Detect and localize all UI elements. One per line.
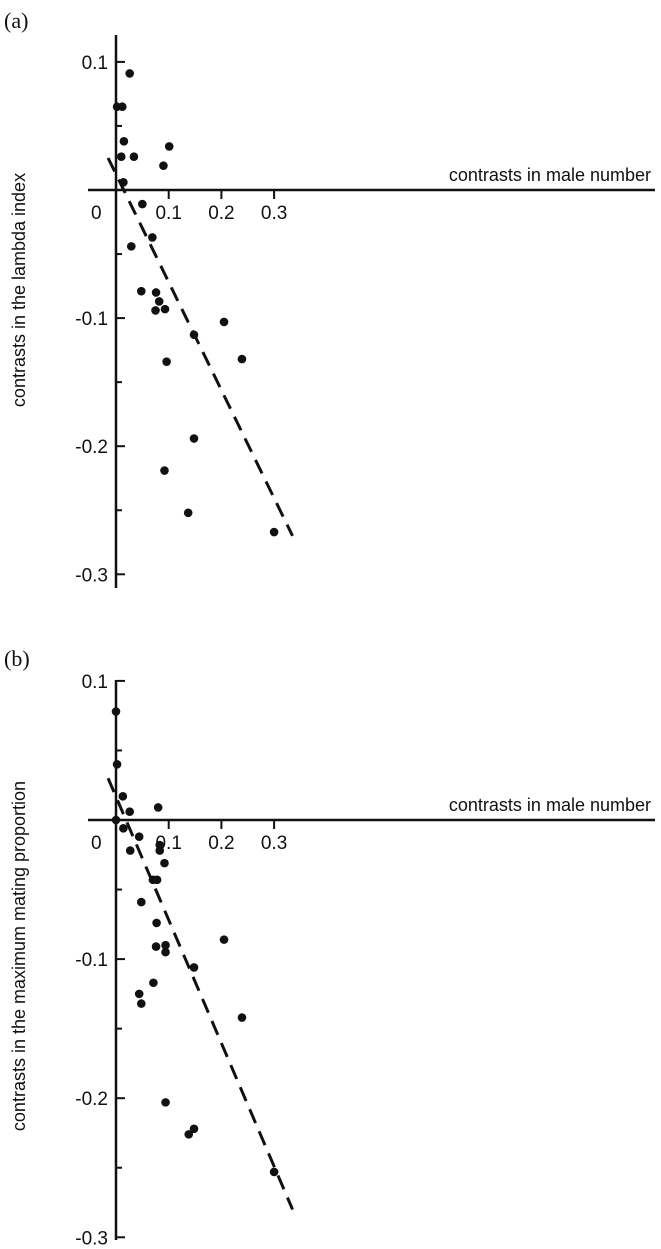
data-point (161, 947, 170, 957)
panel-a-ticks: 0.1 0.2 0.3 0.1 -0.1 -0.2 -0.3 (75, 53, 287, 586)
panel-b-label: (b) (4, 646, 30, 671)
x-tick-label: 0.2 (208, 833, 234, 854)
data-point (269, 527, 279, 537)
y-tick-label: -0.1 (75, 309, 108, 330)
data-point (154, 297, 164, 306)
data-point (136, 999, 146, 1008)
y-tick-label: -0.3 (75, 1228, 108, 1249)
data-point (183, 508, 193, 518)
data-point (129, 152, 139, 161)
data-point (237, 1013, 247, 1022)
data-point (161, 1098, 170, 1107)
data-point (164, 142, 174, 151)
data-point (151, 306, 160, 315)
data-point (119, 824, 128, 833)
data-point (189, 963, 199, 972)
data-point (111, 815, 121, 825)
panel-a-x-axis-title: contrasts in male number (449, 165, 651, 185)
data-point (189, 330, 199, 340)
panel-b-points (111, 707, 279, 1177)
panel-a: (a) 0 contrasts in male number contrasts… (4, 8, 655, 588)
x-tick-label: 0.3 (261, 833, 287, 854)
panel-b-origin-label: 0 (91, 833, 102, 854)
x-tick-label: 0.2 (208, 203, 234, 224)
data-point (189, 434, 199, 443)
panel-b-ticks: 0.1 0.2 0.30.1-0.1-0.2-0.3 (75, 672, 287, 1249)
data-point (219, 935, 229, 944)
data-point (153, 803, 163, 812)
data-point (160, 304, 170, 314)
data-point (116, 152, 126, 161)
data-point (148, 233, 157, 242)
y-tick-label: -0.2 (75, 1089, 108, 1110)
data-point (269, 1167, 279, 1177)
data-point (111, 707, 121, 716)
panel-a-y-axis-title: contrasts in the lambda index (9, 173, 29, 407)
data-point (125, 807, 135, 816)
y-tick-label: 0.1 (82, 672, 108, 693)
panel-a-origin-label: 0 (91, 203, 102, 224)
data-point (118, 792, 128, 801)
data-point (136, 286, 146, 296)
data-point (149, 978, 158, 988)
panel-b-y-axis-title: contrasts in the maximum mating proporti… (9, 781, 29, 1131)
y-tick-label: -0.1 (75, 950, 108, 971)
data-point (125, 69, 135, 78)
data-point (125, 846, 135, 855)
panel-a-points (112, 69, 279, 537)
data-point (138, 199, 147, 209)
data-point (112, 760, 122, 769)
x-tick-label: 0.1 (155, 203, 181, 224)
data-point (237, 354, 247, 364)
y-tick-label: 0.1 (82, 53, 108, 74)
y-tick-label: -0.3 (75, 565, 108, 586)
y-tick-label: -0.2 (75, 437, 108, 458)
panel-b: (b) 0 contrasts in male number contrasts… (4, 646, 655, 1249)
data-point (184, 1130, 194, 1139)
panel-b-trendline (106, 777, 294, 1211)
data-point (151, 288, 161, 297)
data-point (160, 858, 169, 868)
data-point (159, 161, 168, 170)
data-point (119, 178, 128, 187)
x-tick-label: 0.3 (261, 203, 287, 224)
data-point (152, 918, 161, 928)
data-point (219, 317, 229, 327)
data-point (189, 1124, 199, 1134)
panel-a-trendline (106, 157, 294, 537)
data-point (160, 466, 169, 475)
data-point (162, 357, 171, 366)
data-point (134, 832, 144, 841)
data-point (136, 897, 146, 907)
data-point (118, 102, 127, 112)
data-point (126, 242, 136, 251)
data-point (134, 989, 144, 999)
data-point (152, 875, 162, 885)
data-point (161, 940, 170, 950)
data-point (155, 846, 165, 855)
panel-a-label: (a) (4, 8, 28, 33)
data-point (119, 137, 129, 146)
data-point (151, 942, 161, 951)
panel-b-x-axis-title: contrasts in male number (449, 795, 651, 815)
